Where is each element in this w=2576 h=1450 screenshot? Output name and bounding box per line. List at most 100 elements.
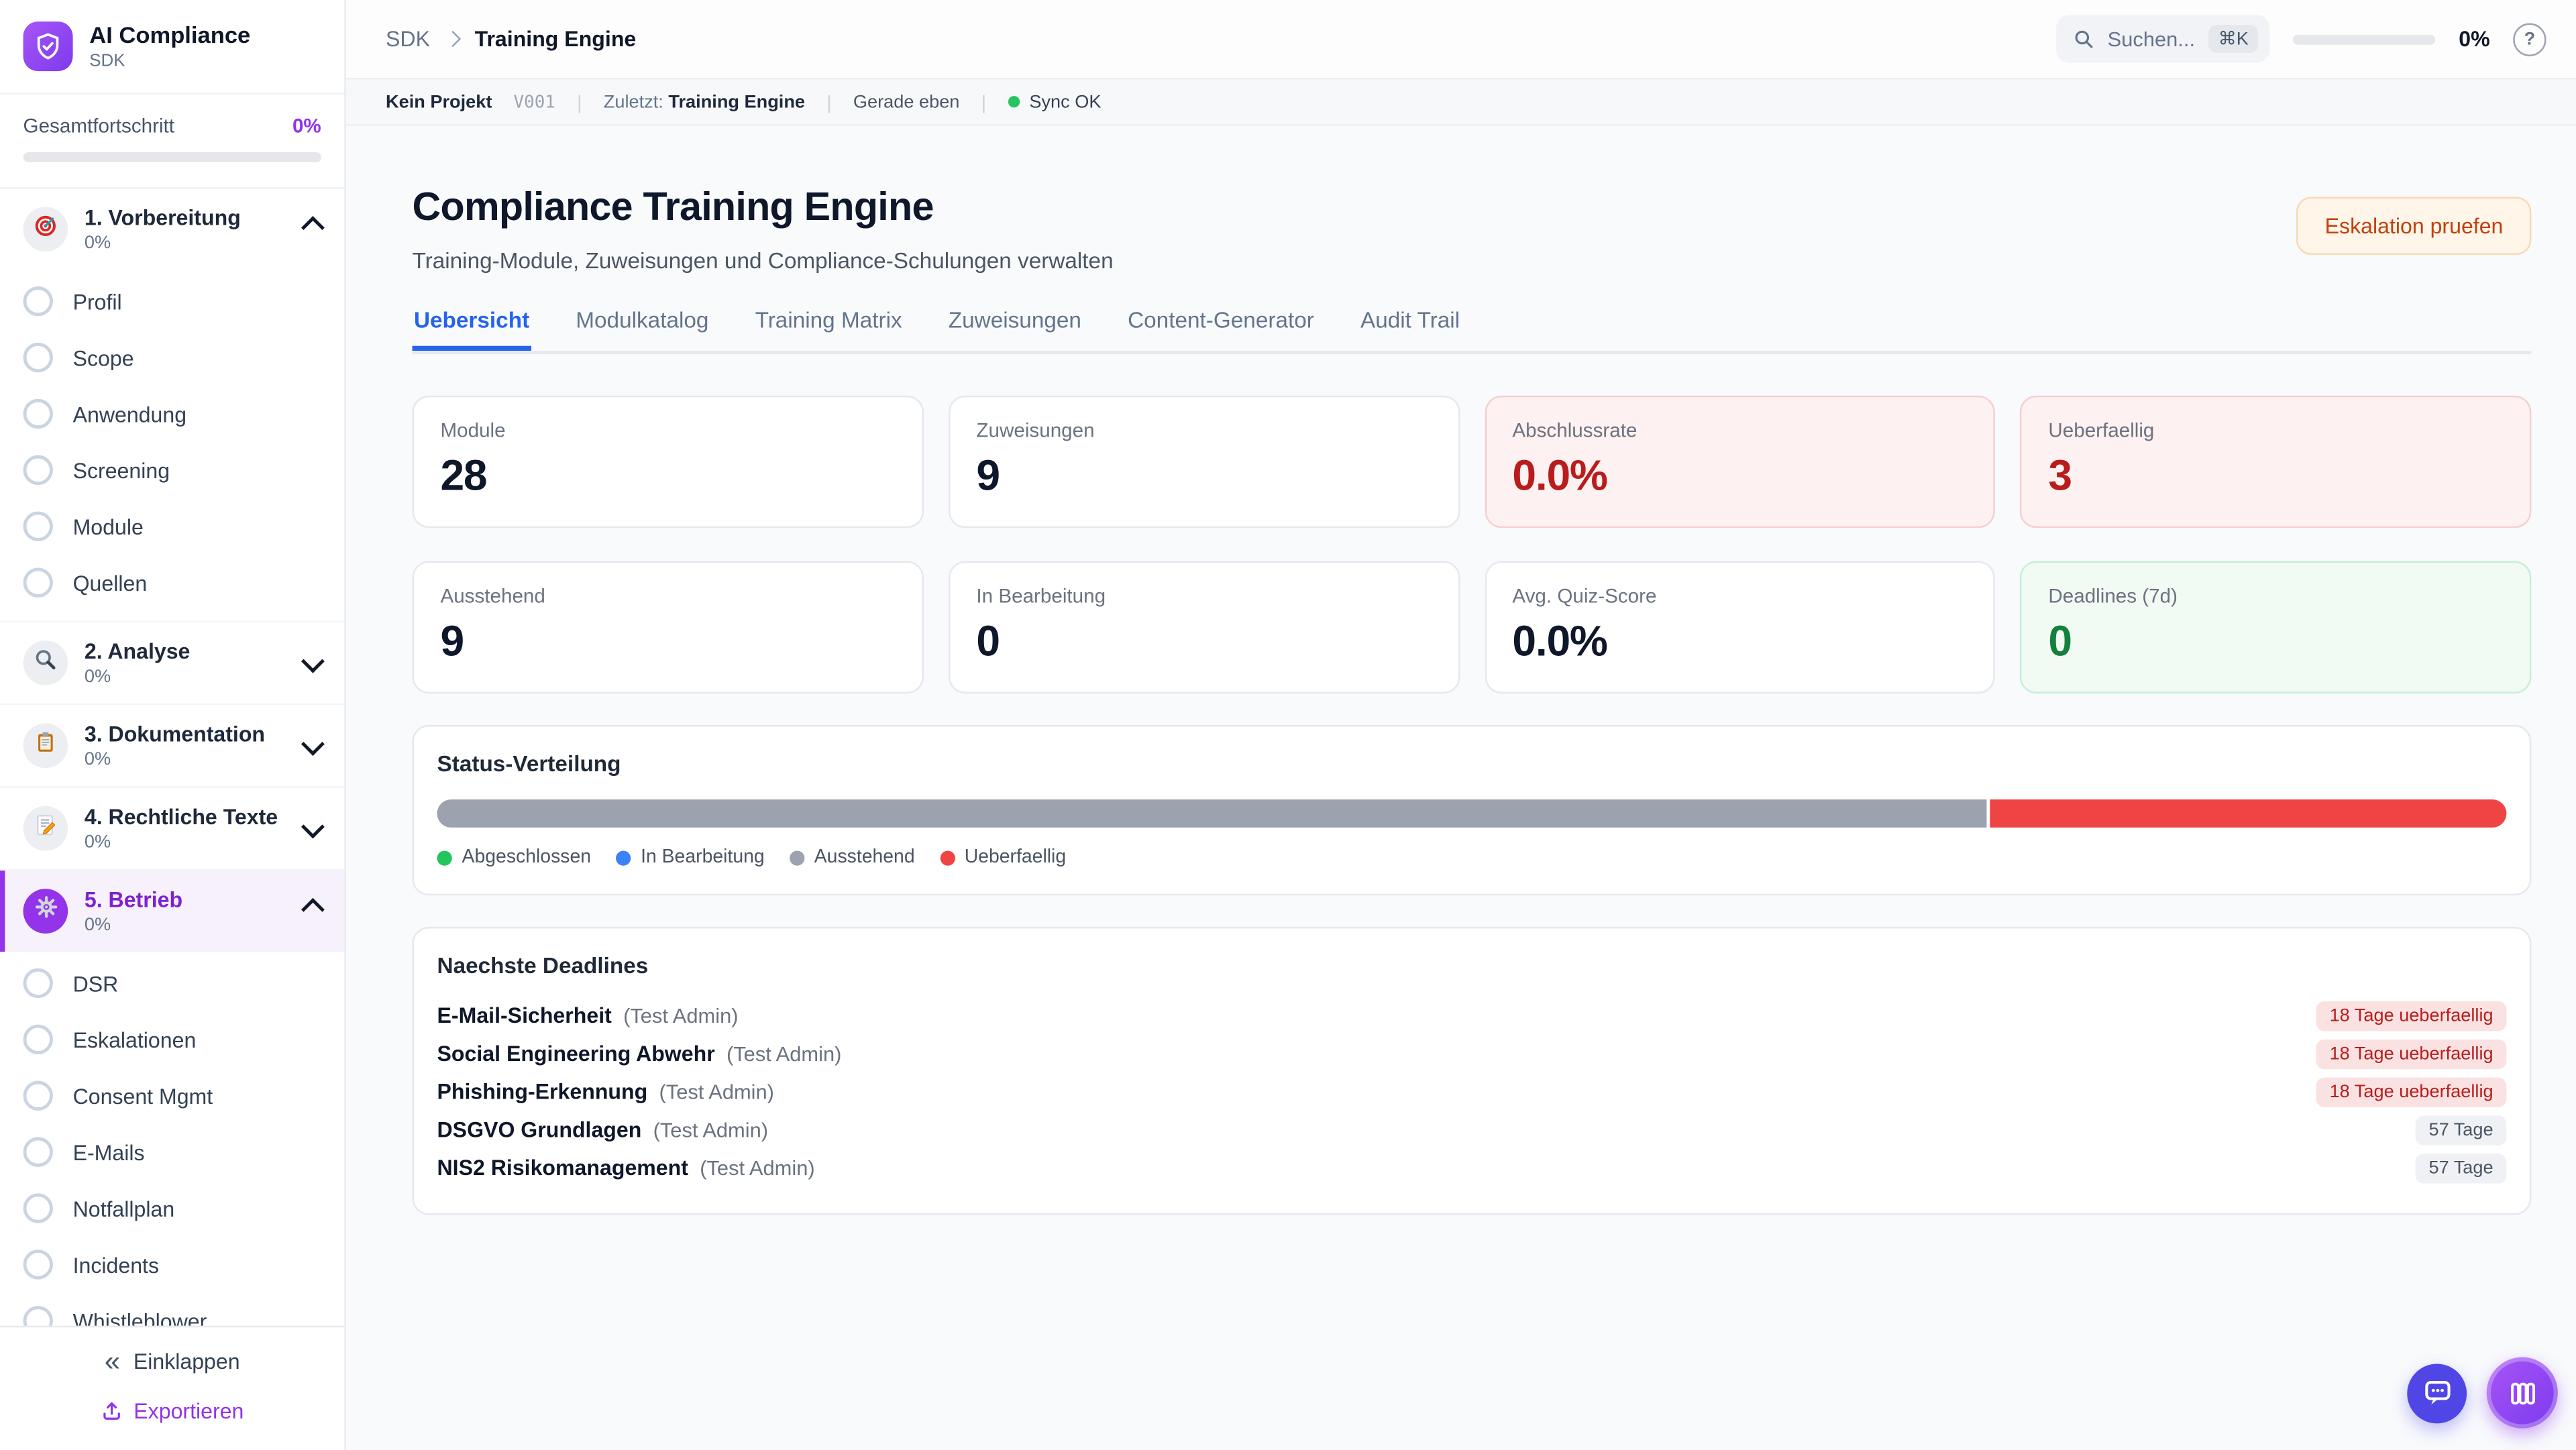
section-title: 3. Dokumentation bbox=[84, 721, 266, 747]
legend-dot-icon bbox=[939, 850, 955, 865]
tab-uebersicht[interactable]: Uebersicht bbox=[412, 308, 531, 351]
tab-content-generator[interactable]: Content-Generator bbox=[1126, 308, 1316, 351]
section-title: 1. Vorbereitung bbox=[84, 205, 241, 231]
sidebar-item-quellen[interactable]: Quellen bbox=[0, 555, 344, 611]
tab-modulkatalog[interactable]: Modulkatalog bbox=[574, 308, 710, 351]
main-column: SDK Training Engine Suchen... ⌘K 0% ? bbox=[345, 0, 2576, 1450]
page-title: Compliance Training Engine bbox=[412, 185, 934, 231]
sidebar-item-scope[interactable]: Scope bbox=[0, 329, 344, 386]
stat-label: Ueberfaellig bbox=[2048, 419, 2155, 442]
sidebar-section-header[interactable]: 2. Analyse 0% bbox=[0, 622, 344, 704]
sidebar-item-screening[interactable]: Screening bbox=[0, 442, 344, 498]
status-distribution-legend: Abgeschlossen In Bearbeitung Ausstehend … bbox=[437, 847, 2507, 868]
sidebar-item-consent-mgmt[interactable]: Consent Mgmt bbox=[0, 1068, 344, 1124]
collapse-sidebar-button[interactable]: « Einklappen bbox=[95, 1347, 250, 1376]
sidebar-item-whistleblower[interactable]: Whistleblower bbox=[0, 1292, 344, 1326]
status-circle-icon bbox=[23, 968, 53, 999]
search-input[interactable]: Suchen... ⌘K bbox=[2056, 15, 2270, 63]
section-percent: 0% bbox=[84, 233, 111, 254]
breadcrumb-root[interactable]: SDK bbox=[386, 26, 430, 52]
help-icon[interactable]: ? bbox=[2513, 22, 2546, 56]
sidebar-section-header[interactable]: 4. Rechtliche Texte 0% bbox=[0, 788, 344, 869]
sidebar-item-label: Incidents bbox=[72, 1251, 160, 1277]
chat-bubble-icon bbox=[2424, 1381, 2450, 1405]
deadline-row: E-Mail-Sicherheit (Test Admin) 18 Tage u… bbox=[437, 997, 2507, 1035]
status-circle-icon bbox=[23, 1193, 53, 1223]
stat-label: Module bbox=[440, 419, 506, 442]
shield-check-icon bbox=[37, 33, 59, 60]
divider: | bbox=[981, 90, 987, 114]
floating-buttons bbox=[2407, 1357, 2558, 1429]
sidebar: AI Compliance SDK Gesamtfortschritt 0% 1… bbox=[0, 0, 346, 1450]
check-escalation-button[interactable]: Eskalation pruefen bbox=[2296, 197, 2532, 256]
section-percent: 0% bbox=[84, 832, 111, 852]
sidebar-section: 4. Rechtliche Texte 0% bbox=[0, 788, 345, 871]
columns-icon bbox=[2510, 1382, 2534, 1404]
upload-icon bbox=[103, 1402, 120, 1420]
sidebar-item-label: E-Mails bbox=[72, 1139, 145, 1165]
status-circle-icon bbox=[23, 1249, 53, 1280]
sidebar-section-header[interactable]: 3. Dokumentation 0% bbox=[0, 705, 344, 786]
sidebar-item-eskalationen[interactable]: Eskalationen bbox=[0, 1011, 344, 1068]
sidebar-item-label: Eskalationen bbox=[72, 1027, 197, 1052]
sidebar-item-anwendung[interactable]: Anwendung bbox=[0, 386, 344, 442]
app-title: AI Compliance bbox=[89, 22, 251, 49]
sidebar-item-incidents[interactable]: Incidents bbox=[0, 1236, 344, 1292]
stat-card: Ausstehend 9 bbox=[412, 561, 924, 694]
deadlines-panel: Naechste Deadlines E-Mail-Sicherheit (Te… bbox=[412, 927, 2532, 1215]
app-logo bbox=[23, 21, 73, 72]
last-sync-time: Gerade eben bbox=[853, 91, 960, 112]
project-name: Kein Projekt bbox=[386, 91, 492, 112]
sidebar-section-header[interactable]: 1. Vorbereitung 0% bbox=[0, 188, 344, 270]
section-items: DSR Eskalationen Consent Mgmt E-Mails No… bbox=[0, 952, 344, 1326]
tab-training-matrix[interactable]: Training Matrix bbox=[753, 308, 904, 351]
divider: | bbox=[826, 90, 832, 114]
sidebar-section: 3. Dokumentation 0% bbox=[0, 705, 345, 788]
sidebar-item-label: Whistleblower bbox=[72, 1308, 207, 1326]
divider: | bbox=[577, 90, 582, 114]
section-percent: 0% bbox=[84, 915, 111, 936]
tab-zuweisungen[interactable]: Zuweisungen bbox=[947, 308, 1083, 351]
stat-card: Zuweisungen 9 bbox=[948, 395, 1460, 528]
header-progress-value: 0% bbox=[2459, 26, 2490, 52]
last-label: Zuletzt: bbox=[603, 91, 663, 112]
stat-card: Module 28 bbox=[412, 395, 924, 528]
app-subtitle: SDK bbox=[89, 50, 125, 71]
sidebar-item-e-mails[interactable]: E-Mails bbox=[0, 1124, 344, 1180]
legend-label: Ausstehend bbox=[814, 847, 915, 868]
header-progress-track bbox=[2293, 34, 2436, 44]
deadline-assignee: (Test Admin) bbox=[659, 1080, 774, 1105]
legend-dot-icon bbox=[437, 850, 452, 865]
sync-status: Sync OK bbox=[1008, 92, 1101, 112]
stat-value: 0.0% bbox=[1512, 450, 1608, 500]
sidebar-section-header[interactable]: 5. Betrieb 0% bbox=[0, 871, 345, 952]
chat-fab-button[interactable] bbox=[2407, 1363, 2467, 1423]
sidebar-item-notfallplan[interactable]: Notfallplan bbox=[0, 1180, 344, 1237]
deadline-assignee: (Test Admin) bbox=[726, 1042, 842, 1066]
double-chevron-left-icon: « bbox=[104, 1345, 121, 1377]
section-icon bbox=[23, 207, 68, 252]
collapse-label: Einklappen bbox=[133, 1349, 240, 1374]
sidebar-item-dsr[interactable]: DSR bbox=[0, 955, 344, 1011]
stat-value: 0 bbox=[976, 616, 1000, 666]
page-content: Compliance Training Engine Training-Modu… bbox=[346, 126, 2576, 1450]
status-circle-icon bbox=[23, 342, 53, 373]
search-icon bbox=[2075, 30, 2093, 48]
sidebar-item-module[interactable]: Module bbox=[0, 498, 344, 555]
overall-progress-label: Gesamtfortschritt bbox=[23, 114, 175, 137]
sidebar-item-profil[interactable]: Profil bbox=[0, 273, 344, 329]
columns-fab-button[interactable] bbox=[2486, 1357, 2558, 1429]
status-distribution-bar bbox=[437, 799, 2507, 828]
export-button[interactable]: Exportieren bbox=[91, 1397, 254, 1425]
distribution-segment-ueberfaellig bbox=[1990, 799, 2507, 828]
search-placeholder: Suchen... bbox=[2107, 27, 2196, 51]
section-icon bbox=[23, 805, 68, 851]
overall-progress-track bbox=[23, 152, 321, 162]
legend-label: In Bearbeitung bbox=[641, 847, 765, 868]
status-circle-icon bbox=[23, 1024, 53, 1055]
sidebar-item-label: Anwendung bbox=[72, 401, 187, 427]
status-circle-icon bbox=[23, 511, 53, 541]
section-percent: 0% bbox=[84, 749, 111, 770]
tab-audit-trail[interactable]: Audit Trail bbox=[1359, 308, 1462, 351]
